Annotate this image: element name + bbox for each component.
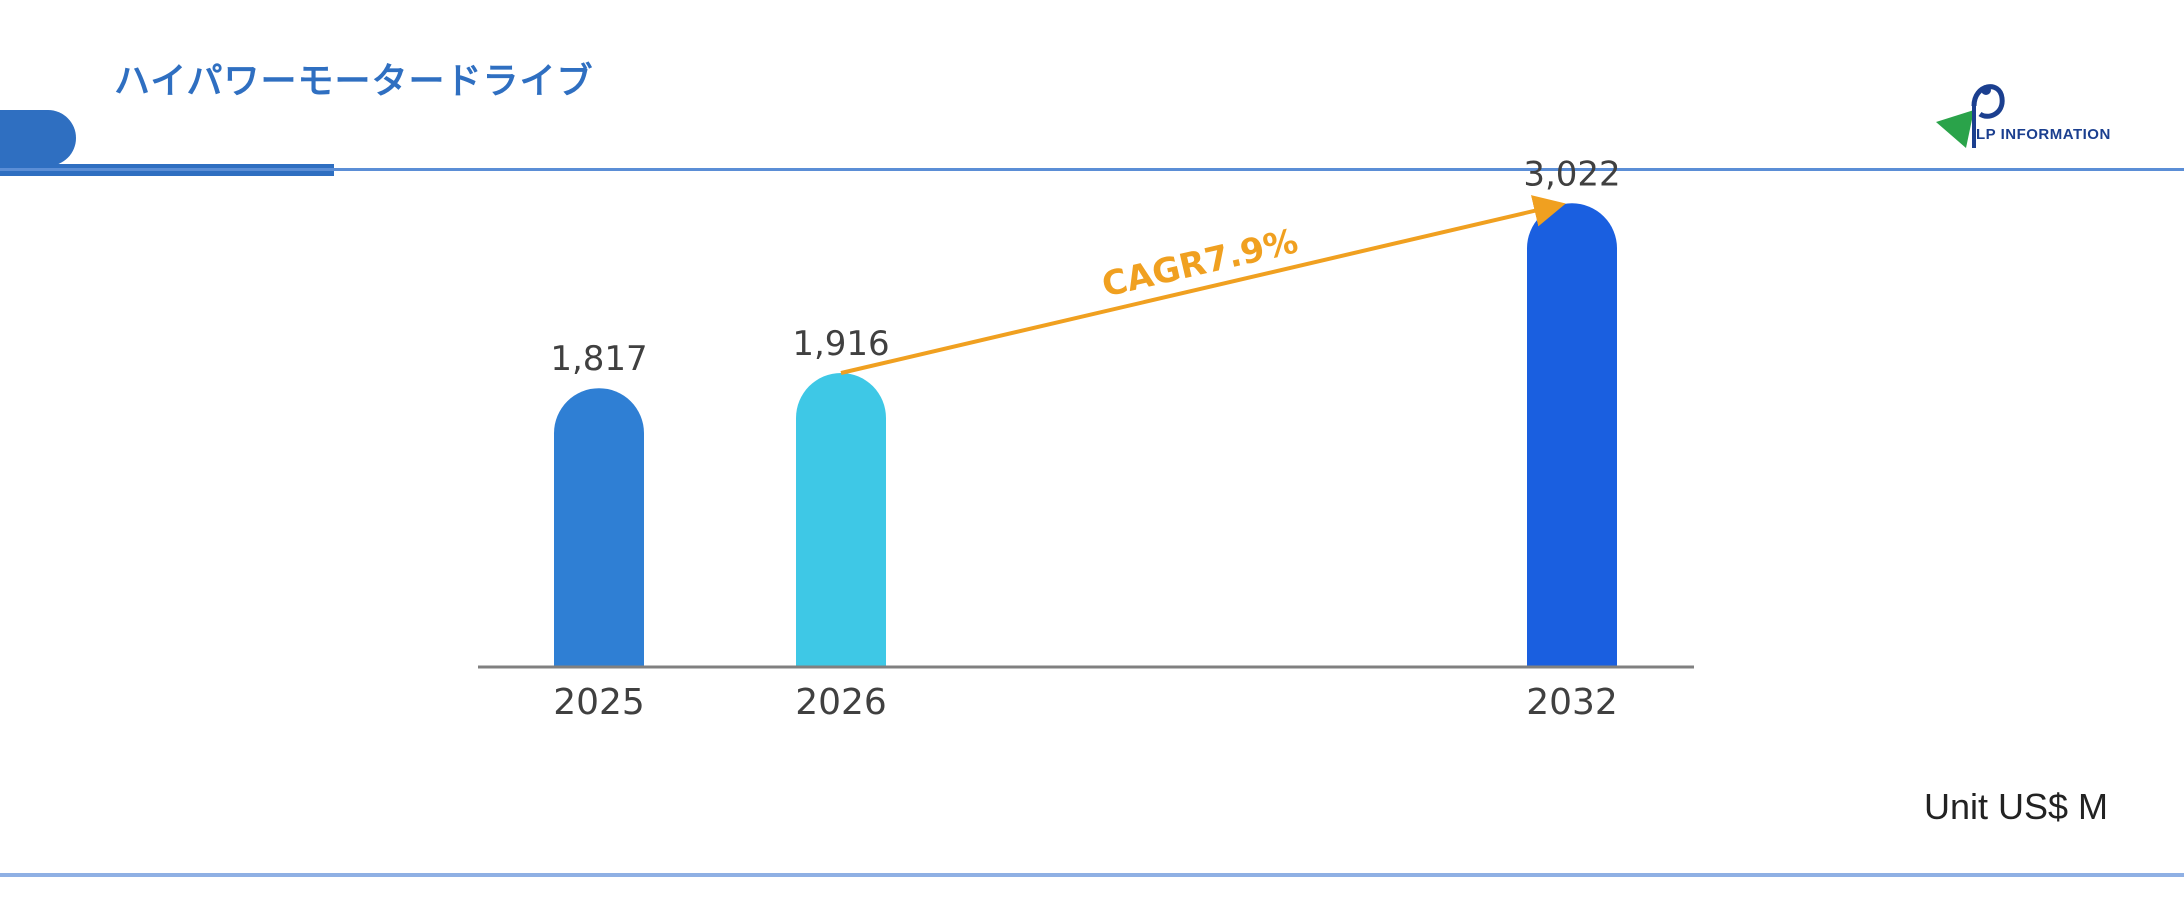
x-tick-label-2026: 2026 [795,682,887,723]
data-label-2026: 1,916 [792,324,889,364]
data-label-2032: 3,022 [1523,154,1620,194]
logo-text: LP INFORMATION [1976,126,2111,143]
company-logo: LP INFORMATION [1934,76,2124,152]
x-tick-label-2032: 2032 [1526,682,1618,723]
header-tab-decoration [0,110,76,166]
cagr-arrow [840,195,1566,375]
x-tick-label-2025: 2025 [553,682,645,723]
header-divider [0,168,2184,171]
data-label-2025: 1,817 [550,339,647,379]
bar-2026 [796,373,886,667]
page-title: ハイパワーモータードライブ [114,61,594,102]
bar-2025 [554,388,644,667]
logo-mark-icon [1936,84,2005,148]
footer-divider [0,873,2184,877]
unit-label: Unit US$ M [1923,786,2108,827]
bar-2032 [1527,203,1617,667]
cagr-label: CAGR7.9% [1098,221,1302,305]
